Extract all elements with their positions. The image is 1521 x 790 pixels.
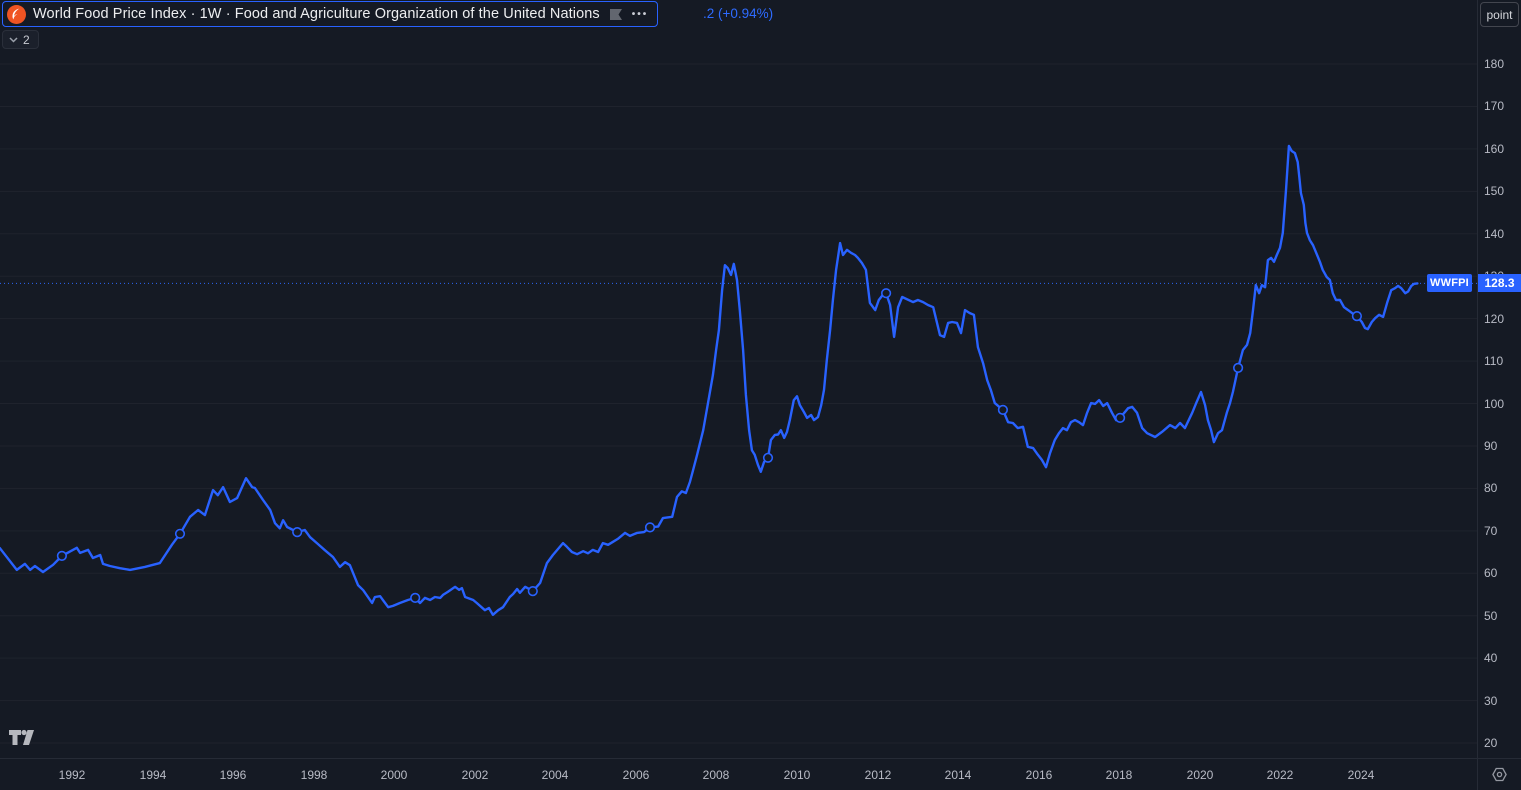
series-tag-badge: WWFPI bbox=[1427, 274, 1472, 293]
time-scale-label: 2006 bbox=[622, 768, 650, 782]
chart-title: World Food Price Index · 1W · Food and A… bbox=[33, 6, 600, 22]
time-scale-label: 2000 bbox=[380, 768, 408, 782]
price-chart[interactable] bbox=[0, 0, 1477, 758]
price-scale-label: 110 bbox=[1484, 354, 1504, 369]
price-scale-label: 150 bbox=[1484, 184, 1505, 199]
data-point-marker bbox=[174, 528, 186, 539]
data-point-marker bbox=[56, 550, 68, 562]
time-scale-label: 2004 bbox=[541, 768, 569, 782]
time-axis[interactable]: 1992 1994 1996 1998 2000 2002 2004 2006 2008 2010… bbox=[0, 758, 1521, 790]
time-scale-label: 2002 bbox=[461, 768, 489, 782]
price-scale-label: 180 bbox=[1484, 57, 1505, 71]
data-point-marker bbox=[997, 404, 1009, 416]
price-scale-label: 20 bbox=[1484, 736, 1498, 750]
symbol-legend[interactable]: World Food Price Index · 1W · Food and A… bbox=[2, 1, 659, 27]
chevron-down-icon bbox=[9, 36, 18, 43]
price-scale-label: 50 bbox=[1484, 608, 1498, 623]
price-scale-label: 40 bbox=[1484, 651, 1498, 666]
time-scale-label: 2012 bbox=[864, 768, 892, 782]
price-line-series bbox=[0, 144, 1419, 616]
time-scale-label: 2014 bbox=[944, 768, 972, 782]
data-point-marker bbox=[644, 522, 656, 533]
price-scale-label: 90 bbox=[1484, 438, 1498, 453]
price-unit-label: point bbox=[1486, 7, 1513, 22]
time-scale-label: 2008 bbox=[702, 768, 730, 782]
legend-change-value: .2 (+0.94%) bbox=[703, 6, 774, 21]
price-scale-label: 140 bbox=[1484, 226, 1505, 241]
time-scale-label: 1994 bbox=[139, 768, 167, 782]
price-scale-label: 170 bbox=[1484, 99, 1505, 114]
price-scale-label: 100 bbox=[1484, 396, 1505, 411]
time-scale-label: 2016 bbox=[1025, 768, 1053, 782]
price-scale-label: 120 bbox=[1484, 311, 1505, 326]
price-axis[interactable]: 1801701601501401301201101009080706050403… bbox=[1477, 0, 1521, 758]
collapse-indicators-button[interactable]: 2 bbox=[2, 30, 39, 49]
time-scale-label: 2018 bbox=[1105, 768, 1133, 782]
data-point-marker bbox=[762, 452, 774, 463]
more-options-button[interactable]: ••• bbox=[631, 8, 649, 20]
fao-logo-icon bbox=[7, 4, 26, 24]
last-price-badge: 128.3 bbox=[1478, 274, 1521, 293]
tradingview-logo[interactable] bbox=[8, 729, 35, 751]
time-scale-label: 1996 bbox=[219, 768, 247, 782]
price-unit-button[interactable]: point bbox=[1480, 2, 1519, 27]
time-scale-label: 2020 bbox=[1186, 768, 1214, 782]
price-scale-label: 160 bbox=[1484, 141, 1505, 156]
data-point-marker bbox=[527, 585, 538, 597]
data-point-marker bbox=[880, 288, 892, 299]
axis-settings-corner[interactable] bbox=[1477, 758, 1521, 790]
collapse-count: 2 bbox=[23, 32, 30, 47]
data-point-marker bbox=[1114, 412, 1126, 424]
price-scale-label: 30 bbox=[1484, 693, 1498, 708]
price-scale-label: 70 bbox=[1484, 523, 1498, 538]
gear-icon[interactable] bbox=[1491, 766, 1508, 783]
time-scale-label: 1992 bbox=[58, 768, 86, 782]
time-scale-label: 2024 bbox=[1347, 768, 1375, 782]
data-point-marker bbox=[292, 526, 303, 538]
time-scale-label: 1998 bbox=[300, 768, 328, 782]
price-scale-label: 60 bbox=[1484, 566, 1498, 581]
data-point-marker bbox=[410, 592, 421, 604]
data-point-marker bbox=[1232, 362, 1244, 374]
price-scale-label: 80 bbox=[1484, 481, 1498, 496]
time-scale-label: 2010 bbox=[783, 768, 811, 782]
data-point-marker bbox=[1351, 311, 1362, 322]
flag-icon[interactable] bbox=[609, 8, 623, 20]
time-scale-label: 2022 bbox=[1266, 768, 1294, 782]
